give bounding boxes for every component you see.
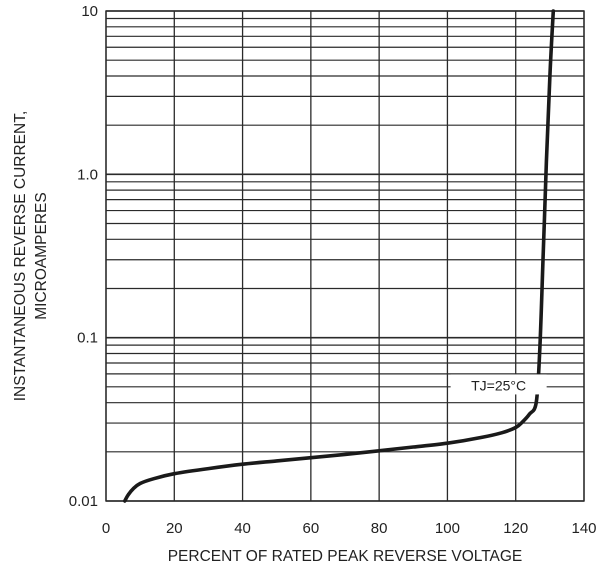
- annotation-bg: [450, 374, 547, 395]
- x-tick-label: 20: [166, 520, 183, 537]
- y-tick-label: 0.1: [77, 330, 98, 347]
- x-tick-label: 120: [503, 520, 528, 537]
- annotations: TJ=25°C: [450, 374, 547, 395]
- y-tick-label: 0.01: [69, 493, 98, 510]
- x-tick-label: 0: [102, 520, 110, 537]
- x-axis-title: PERCENT OF RATED PEAK REVERSE VOLTAGE: [168, 548, 523, 565]
- plot-frame: [105, 10, 585, 502]
- y-tick-label: 1.0: [77, 166, 98, 183]
- y-axis-title-line-1: INSTANTANEOUS REVERSE CURRENT,: [12, 111, 29, 402]
- annotation-label: TJ=25°C: [471, 377, 526, 393]
- series-line-0: [123, 9, 556, 503]
- grid: [105, 10, 585, 502]
- x-tick-label: 60: [303, 520, 320, 537]
- axis-labels: PERCENT OF RATED PEAK REVERSE VOLTAGE IN…: [12, 111, 522, 565]
- x-tick-label: 40: [234, 520, 251, 537]
- y-tick-label: 10: [81, 3, 98, 20]
- x-tick-label: 140: [571, 520, 596, 537]
- x-tick-label: 100: [435, 520, 460, 537]
- y-axis-title-line-2: MICROAMPERES: [33, 192, 50, 319]
- curve-layer: [123, 9, 556, 503]
- x-tick-label: 80: [371, 520, 388, 537]
- tick-labels: 0 20 40 60 80 100 120 140 0.01 0.1 1.0 10: [69, 3, 597, 537]
